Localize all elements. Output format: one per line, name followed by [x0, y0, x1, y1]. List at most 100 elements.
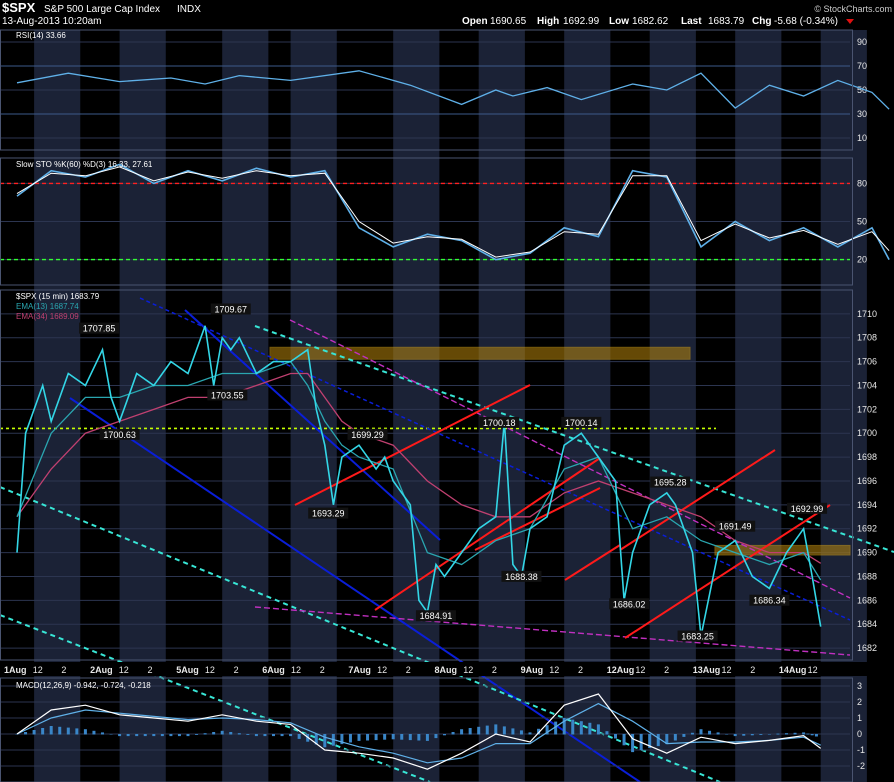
macd-histogram-bar [511, 728, 515, 735]
price-label-bg [308, 507, 349, 519]
macd-histogram-bar [126, 734, 130, 737]
price-tick-label: 1708 [857, 333, 877, 343]
macd-histogram-bar [323, 734, 327, 748]
date-tick-label: 12 [808, 665, 818, 675]
support-zone [714, 544, 851, 556]
macd-panel: -2 -1 0 1 2 3 MACD(12,26,9) -0.942, -0.724, -0… [0, 681, 865, 771]
price-label-bg [207, 389, 248, 401]
macd-histogram-bar [374, 734, 378, 741]
macd-histogram-bar [229, 732, 233, 735]
session-band [735, 30, 782, 782]
price-label: 1709.67 [214, 304, 247, 314]
resistance-zone [269, 346, 691, 360]
date-tick-label: 1Aug [4, 665, 27, 675]
macd-histogram-bar [143, 734, 147, 737]
macd-histogram-bar [750, 734, 754, 736]
macd-histogram-bar [451, 732, 455, 735]
macd-histogram-bar [169, 734, 173, 737]
macd-histogram-bar [785, 733, 788, 735]
macd-histogram-bar [101, 732, 104, 735]
macd-histogram-bar [425, 734, 429, 741]
chart-header: $SPX S&P 500 Large Cap Index INDX 13-Aug… [2, 0, 892, 27]
date-axis-bg [0, 662, 894, 676]
macd-histogram-bar [725, 734, 729, 735]
price-tick-label: 1696 [857, 476, 877, 486]
macd-histogram-bar [66, 727, 70, 735]
price-label-bg [561, 416, 602, 428]
magenta-support [254, 606, 851, 656]
macd-histogram-bar [793, 732, 797, 735]
macd-histogram-bar [690, 732, 694, 735]
macd-histogram-bar [203, 733, 207, 735]
macd-histogram-bar [519, 730, 523, 735]
date-tick-label: 12Aug [607, 665, 635, 675]
red-channel-2-a [564, 544, 621, 581]
macd-histogram-bar [733, 734, 737, 737]
macd-tick-label: 1 [857, 713, 862, 723]
macd-histogram-bar [468, 728, 472, 735]
macd-histogram-bar [545, 725, 549, 735]
teal-channel-base [0, 614, 431, 782]
price-tick-label: 1704 [857, 380, 877, 390]
index-name: S&P 500 Large Cap Index [44, 4, 160, 15]
sto-d-line [16, 166, 890, 258]
macd-histogram-bar [814, 734, 818, 737]
high-label: High [537, 16, 559, 27]
datetime: 13-Aug-2013 10:20am [2, 16, 102, 27]
macd-histogram-bar [494, 724, 498, 735]
price-line [16, 325, 822, 637]
price-label: 1700.14 [565, 418, 598, 428]
macd-histogram-bar [537, 728, 541, 735]
macd-signal-line [16, 702, 821, 764]
sto-frame [0, 157, 853, 286]
macd-histogram-bar [237, 733, 241, 735]
price-tick-label: 1688 [857, 571, 877, 581]
macd-histogram-bar [682, 734, 686, 737]
price-label: 1700.63 [103, 430, 136, 440]
macd-histogram-bar [272, 734, 275, 737]
macd-histogram-bar [554, 721, 558, 735]
macd-histogram-bar [614, 734, 617, 739]
price-tick-label: 1698 [857, 452, 877, 462]
price-label: 1707.85 [83, 324, 116, 334]
price-label-bg [787, 502, 828, 514]
price-label-bg [210, 303, 251, 315]
macd-tick-label: -2 [857, 761, 865, 771]
exchange: INDX [177, 4, 201, 15]
macd-histogram-bar [177, 734, 181, 737]
macd-histogram-bar [400, 734, 404, 740]
date-tick-label: 12 [119, 665, 129, 675]
macd-histogram-bar [571, 719, 575, 735]
price-tick-label: 1694 [857, 500, 877, 510]
red-channel-2-upper [619, 449, 776, 551]
macd-histogram-bar [118, 734, 122, 737]
stochastics-panel: 20 50 80 Slow STO %K(60) %D(3) 16.33, 27.61 [0, 160, 890, 265]
session-band [564, 30, 611, 782]
macd-histogram-bar [656, 734, 660, 747]
last-label: Last [681, 16, 702, 27]
price-label-bg [347, 428, 388, 440]
macd-line [16, 693, 822, 770]
price-label-bg [609, 598, 650, 610]
macd-histogram-bar [716, 732, 720, 735]
macd-histogram-bar [485, 725, 489, 735]
teal-channel-lower [0, 486, 721, 782]
date-tick-label: 2 [61, 665, 66, 675]
date-tick-label: 2 [234, 665, 239, 675]
date-axis: 1Aug 12 2 2Aug 12 2 5Aug 12 2 6Aug 12 2 7Aug 12 2 8Aug 1… [0, 662, 894, 676]
session-band [478, 30, 525, 782]
rsi-frame [0, 29, 853, 151]
session-band [290, 30, 337, 782]
macd-histogram-bar [460, 729, 464, 735]
date-tick-label: 13Aug [693, 665, 721, 675]
macd-histogram-bar [391, 734, 395, 740]
price-title: $SPX (15 min) 1683.79 [16, 292, 100, 301]
macd-histogram-bar [24, 732, 28, 735]
date-tick-label: 6Aug [262, 665, 285, 675]
macd-histogram-bar [759, 734, 763, 735]
macd-histogram-bar [562, 718, 566, 735]
macd-histogram-bar [357, 734, 361, 741]
macd-histogram-bar [673, 734, 677, 741]
low-value: 1682.62 [632, 16, 669, 27]
macd-histogram-bar [631, 734, 635, 753]
